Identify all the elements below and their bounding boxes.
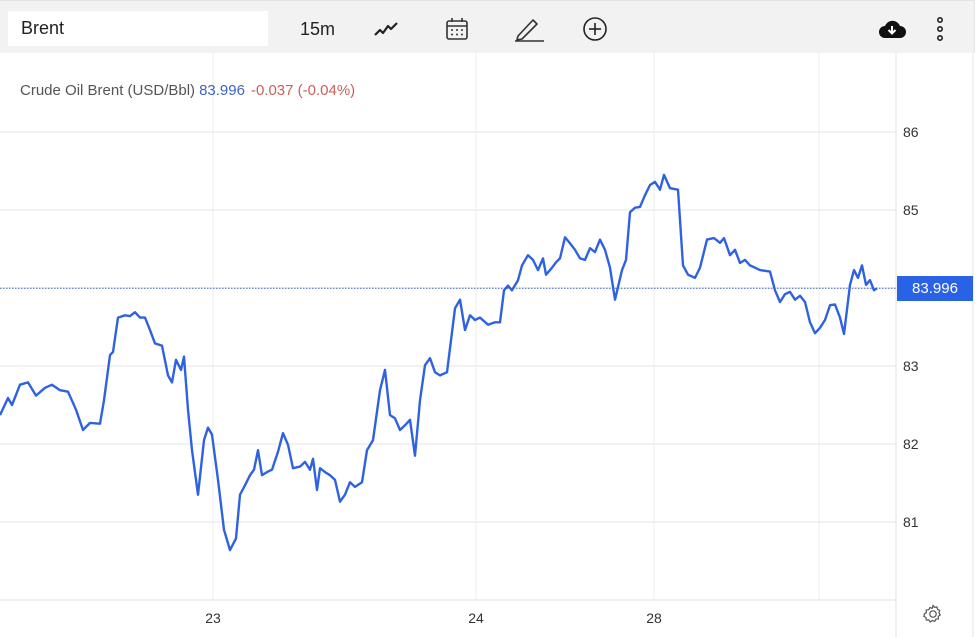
change-value: -0.037 (-0.04%) — [250, 82, 356, 99]
instrument-name: Crude Oil Brent (USD/Bbl) — [20, 82, 196, 99]
y-axis-labels: 818283848586 — [903, 124, 919, 530]
y-tick-label: 81 — [903, 514, 919, 530]
last-value: 83.996 — [199, 82, 245, 99]
y-tick-label: 83 — [903, 358, 919, 374]
x-tick-label: 28 — [646, 610, 662, 626]
calendar-icon[interactable] — [443, 15, 471, 43]
gear-icon[interactable] — [922, 603, 944, 625]
pencil-icon[interactable] — [512, 15, 546, 43]
y-grid — [0, 131, 896, 523]
symbol-search-input[interactable] — [8, 11, 268, 46]
chart-toolbar: 15m — [0, 0, 975, 53]
last-price-badge: 83.996 — [897, 276, 973, 301]
price-series-line — [0, 173, 878, 552]
y-tick-label: 82 — [903, 436, 919, 452]
y-tick-label: 86 — [903, 124, 919, 140]
interval-button[interactable]: 15m — [300, 18, 336, 39]
chart-legend: Crude Oil Brent (USD/Bbl) 83.996 -0.037 (-… — [20, 82, 355, 99]
more-vertical-icon[interactable] — [930, 15, 950, 43]
x-grid — [212, 53, 820, 600]
x-tick-label: 23 — [205, 610, 221, 626]
x-axis-labels: 23 24 28 — [205, 610, 662, 626]
line-chart-icon[interactable] — [372, 15, 400, 43]
x-tick-label: 24 — [468, 610, 484, 626]
cloud-download-icon[interactable] — [877, 15, 907, 43]
plus-circle-icon[interactable] — [581, 15, 609, 43]
y-tick-label: 85 — [903, 202, 919, 218]
